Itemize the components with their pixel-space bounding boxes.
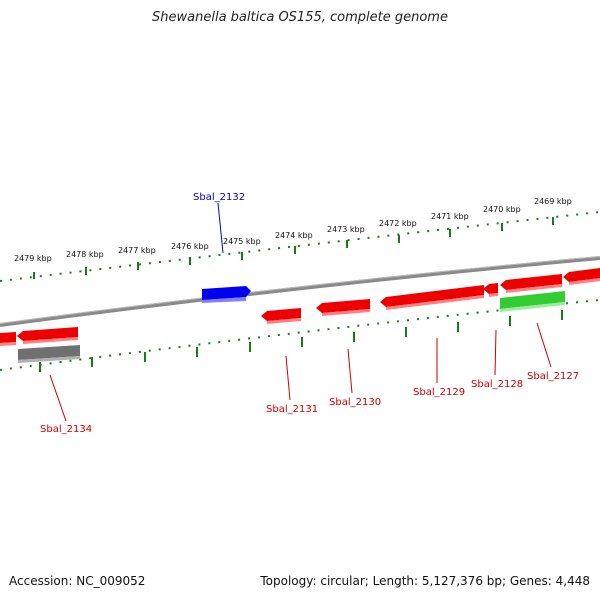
scale-label: 2470 kbp: [483, 205, 521, 214]
gene-green[interactable]: [500, 291, 565, 312]
gene-sbal-2128[interactable]: [483, 283, 498, 297]
scale-label: 2475 kbp: [223, 237, 261, 246]
scale-label: 2476 kbp: [171, 242, 209, 251]
gene-sbal-2127[interactable]: [500, 274, 562, 293]
gene-label: Sbal_2134: [40, 424, 92, 435]
outer-tick-ring: [0, 211, 600, 282]
inner-major-ticks: [39, 310, 563, 372]
outer-major-ticks: [33, 217, 554, 279]
gene-sbal-2133[interactable]: [17, 327, 78, 344]
label-leaders: [49, 202, 552, 422]
gene-left-partial[interactable]: [0, 332, 16, 346]
accession-text: Accession: NC_009052: [9, 574, 146, 588]
gene-label: Sbal_2131: [266, 404, 318, 415]
gene-sbal-2129[interactable]: [380, 285, 484, 310]
scale-label: 2477 kbp: [118, 246, 156, 255]
map-title: Shewanella baltica OS155, complete genom…: [152, 10, 448, 25]
gene-gray[interactable]: [18, 345, 80, 363]
gene-right-partial[interactable]: [563, 268, 600, 285]
gene-label: Sbal_2130: [329, 397, 381, 408]
genome-summary: Topology: circular; Length: 5,127,376 bp…: [260, 574, 590, 588]
gene-label: Sbal_2132: [193, 192, 245, 203]
gene-sbal-2130[interactable]: [316, 299, 370, 316]
gene-sbal-2131[interactable]: [261, 308, 301, 324]
gene-label: Sbal_2128: [471, 379, 523, 390]
scale-label: 2479 kbp: [14, 254, 52, 263]
scale-label: 2469 kbp: [534, 197, 572, 206]
scale-label: 2471 kbp: [431, 212, 469, 221]
scale-label: 2473 kbp: [327, 225, 365, 234]
scale-label: 2474 kbp: [275, 231, 313, 240]
genome-backbone: [0, 256, 600, 327]
gene-label: Sbal_2127: [527, 371, 579, 382]
genome-backbone-highlight: [0, 256, 600, 324]
scale-label: 2478 kbp: [66, 250, 104, 259]
scale-label: 2472 kbp: [379, 219, 417, 228]
gene-sbal-2132[interactable]: [202, 286, 251, 303]
gene-label: Sbal_2129: [413, 387, 465, 398]
scale-labels: 2479 kbp 2478 kbp 2477 kbp 2476 kbp 2475…: [14, 197, 572, 263]
